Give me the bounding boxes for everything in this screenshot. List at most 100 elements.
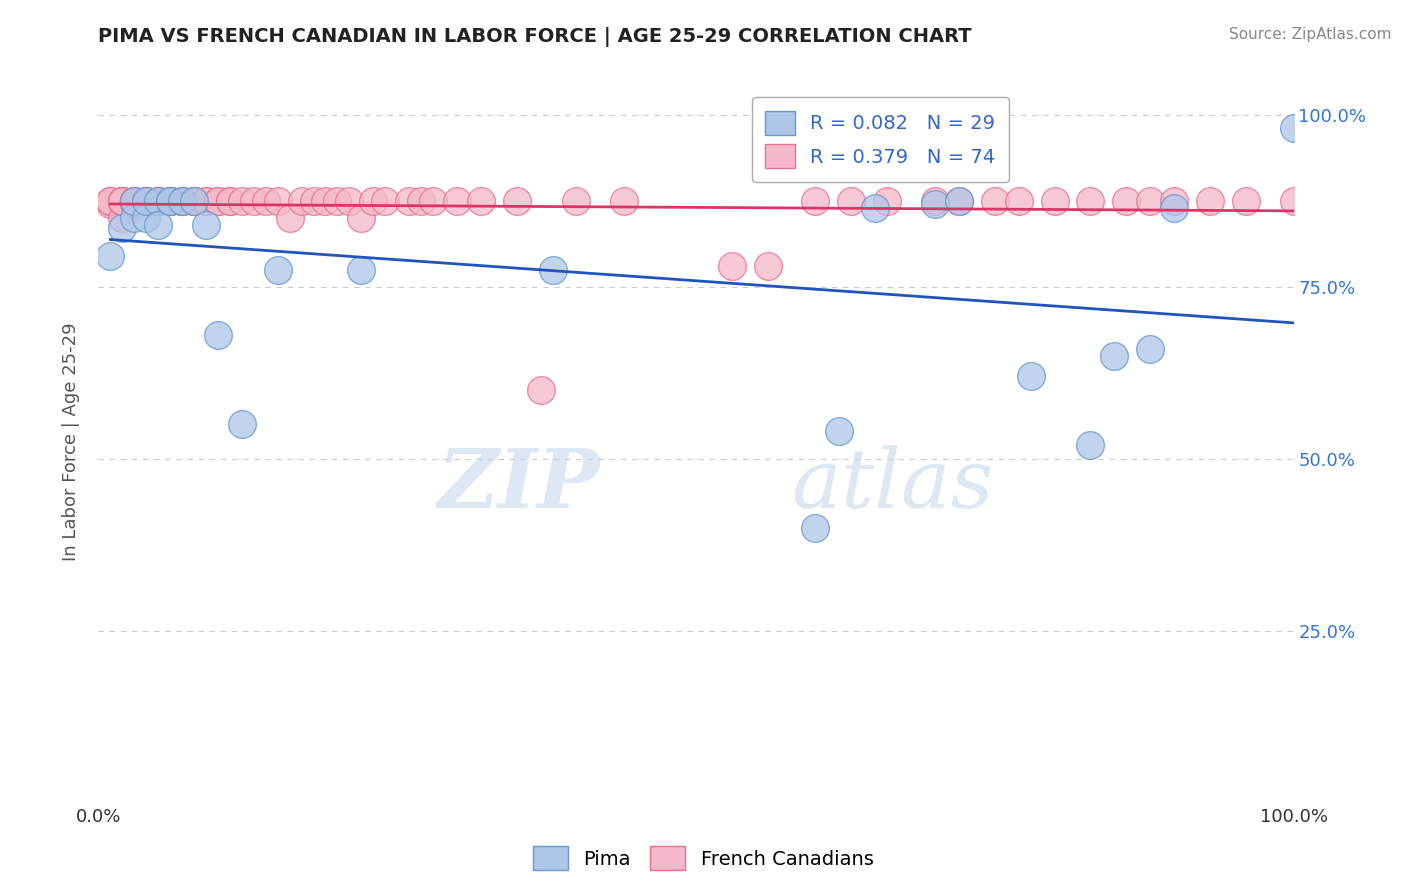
Point	[159, 194, 181, 208]
Point	[183, 194, 205, 208]
Point	[506, 194, 529, 208]
Point	[1104, 349, 1126, 363]
Point	[231, 194, 253, 208]
Point	[1199, 194, 1222, 208]
Point	[1139, 194, 1161, 208]
Point	[398, 194, 420, 208]
Point	[135, 194, 157, 208]
Point	[613, 194, 636, 208]
Point	[124, 194, 146, 208]
Point	[111, 194, 134, 208]
Point	[924, 194, 946, 208]
Point	[111, 194, 134, 208]
Point	[565, 194, 588, 208]
Point	[243, 194, 266, 208]
Point	[278, 211, 301, 225]
Point	[1282, 121, 1305, 136]
Point	[172, 194, 194, 208]
Point	[219, 194, 242, 208]
Point	[207, 194, 229, 208]
Point	[111, 194, 134, 208]
Point	[148, 194, 170, 208]
Point	[267, 194, 290, 208]
Point	[148, 194, 170, 208]
Point	[172, 194, 194, 208]
Point	[98, 194, 122, 208]
Point	[326, 194, 349, 208]
Point	[124, 197, 146, 211]
Point	[98, 197, 122, 211]
Point	[339, 194, 361, 208]
Point	[828, 424, 851, 438]
Point	[148, 194, 170, 208]
Point	[207, 194, 229, 208]
Point	[350, 211, 373, 225]
Point	[1008, 194, 1031, 208]
Point	[254, 194, 277, 208]
Point	[172, 194, 194, 208]
Point	[1043, 194, 1066, 208]
Point	[841, 194, 863, 208]
Legend: R = 0.082   N = 29, R = 0.379   N = 74: R = 0.082 N = 29, R = 0.379 N = 74	[752, 97, 1010, 182]
Point	[865, 201, 887, 215]
Point	[1282, 194, 1305, 208]
Point	[924, 197, 946, 211]
Point	[1115, 194, 1137, 208]
Point	[124, 211, 146, 225]
Point	[446, 194, 468, 208]
Point	[374, 194, 396, 208]
Point	[195, 194, 218, 208]
Y-axis label: In Labor Force | Age 25-29: In Labor Force | Age 25-29	[62, 322, 80, 561]
Point	[183, 194, 205, 208]
Point	[350, 262, 373, 277]
Text: ZIP: ZIP	[437, 445, 600, 524]
Point	[1080, 194, 1102, 208]
Point	[756, 259, 779, 273]
Point	[148, 218, 170, 232]
Text: PIMA VS FRENCH CANADIAN IN LABOR FORCE | AGE 25-29 CORRELATION CHART: PIMA VS FRENCH CANADIAN IN LABOR FORCE |…	[98, 27, 972, 46]
Text: atlas: atlas	[792, 445, 994, 524]
Point	[135, 194, 157, 208]
Point	[195, 194, 218, 208]
Point	[948, 194, 970, 208]
Text: Source: ZipAtlas.com: Source: ZipAtlas.com	[1229, 27, 1392, 42]
Point	[124, 194, 146, 208]
Point	[1234, 194, 1257, 208]
Point	[291, 194, 314, 208]
Point	[804, 194, 827, 208]
Point	[172, 194, 194, 208]
Point	[159, 194, 181, 208]
Point	[159, 194, 181, 208]
Point	[111, 194, 134, 208]
Point	[207, 327, 229, 342]
Point	[411, 194, 433, 208]
Point	[111, 211, 134, 225]
Point	[541, 262, 564, 277]
Point	[876, 194, 898, 208]
Point	[219, 194, 242, 208]
Point	[422, 194, 444, 208]
Point	[1163, 194, 1185, 208]
Point	[1163, 201, 1185, 215]
Point	[111, 194, 134, 208]
Point	[135, 194, 157, 208]
Legend: Pima, French Canadians: Pima, French Canadians	[524, 838, 882, 878]
Point	[111, 221, 134, 235]
Point	[183, 194, 205, 208]
Point	[1080, 438, 1102, 452]
Point	[470, 194, 492, 208]
Point	[159, 194, 181, 208]
Point	[124, 194, 146, 208]
Point	[195, 218, 218, 232]
Point	[124, 194, 146, 208]
Point	[135, 194, 157, 208]
Point	[530, 383, 553, 397]
Point	[302, 194, 325, 208]
Point	[183, 194, 205, 208]
Point	[804, 520, 827, 534]
Point	[231, 417, 253, 432]
Point	[1019, 369, 1042, 384]
Point	[1139, 342, 1161, 356]
Point	[98, 194, 122, 208]
Point	[135, 194, 157, 208]
